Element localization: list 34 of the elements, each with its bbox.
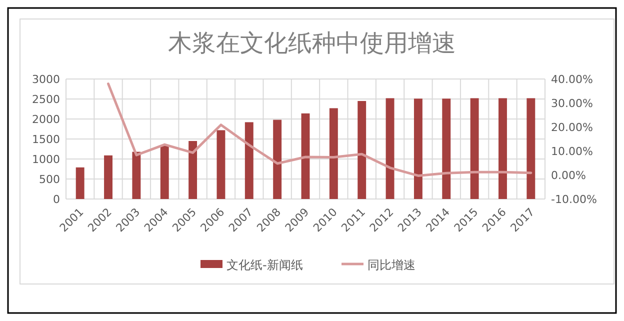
y2-tick-label: 10.00% (551, 145, 593, 158)
bar (470, 98, 479, 199)
y2-tick-label: 20.00% (551, 121, 593, 134)
chart-title: 木浆在文化纸种中使用增速 (168, 29, 456, 57)
y-tick-label: 500 (39, 173, 60, 186)
bar (526, 98, 536, 199)
bar (442, 98, 451, 199)
legend-label: 文化纸-新闻纸 (226, 258, 303, 272)
bar (160, 145, 169, 199)
bar (301, 113, 310, 199)
bar (414, 98, 422, 199)
legend-label: 同比增速 (368, 258, 416, 272)
y-tick-label: 2000 (32, 113, 60, 126)
bar (104, 155, 112, 199)
y-tick-label: 0 (53, 193, 60, 206)
bar (216, 130, 226, 199)
bar (132, 152, 141, 199)
line-series (107, 82, 532, 177)
bar (329, 108, 338, 199)
y2-tick-label: 40.00% (551, 73, 593, 86)
bar (386, 98, 394, 199)
bar (358, 101, 366, 199)
y2-tick-label: 30.00% (551, 97, 593, 110)
bar (498, 98, 507, 199)
bar (273, 120, 282, 199)
bar (188, 141, 198, 199)
y2-tick-label: -10.00% (551, 193, 597, 206)
y2-tick-label: 0.00% (551, 169, 586, 182)
y-tick-label: 3000 (32, 73, 60, 86)
bar (244, 122, 254, 199)
y-tick-label: 1500 (32, 133, 60, 146)
y-tick-label: 1000 (32, 153, 60, 166)
y-tick-label: 2500 (32, 93, 60, 106)
bar (76, 167, 84, 199)
